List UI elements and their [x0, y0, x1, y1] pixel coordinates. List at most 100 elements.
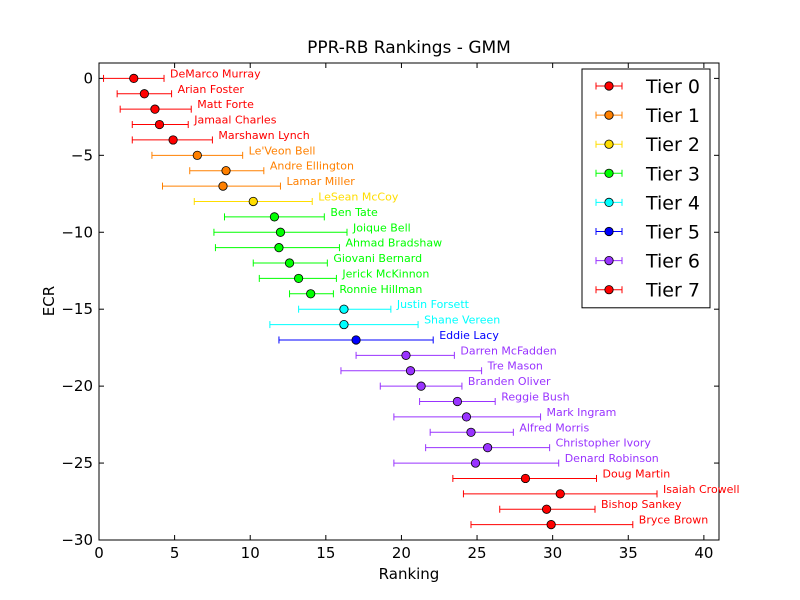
point-label: Denard Robinson — [565, 452, 659, 465]
point-label: Arian Foster — [178, 83, 245, 96]
point-label: Andre Ellington — [270, 160, 354, 173]
point-label: Bryce Brown — [639, 514, 708, 527]
data-point — [405, 366, 416, 376]
data-point — [129, 73, 139, 83]
data-point — [154, 119, 165, 130]
y-axis-label: ECR — [40, 286, 58, 316]
data-point — [555, 489, 565, 499]
y-tick-label: −25 — [61, 454, 93, 472]
x-tick-label: 15 — [316, 544, 335, 562]
legend-marker — [604, 139, 614, 149]
point-label: Marshawn Lynch — [218, 129, 309, 142]
point-label: Tre Mason — [487, 360, 543, 373]
y-tick-label: −5 — [71, 146, 93, 164]
y-tick-label: −15 — [61, 300, 93, 318]
point-label: Ahmad Bradshaw — [345, 237, 442, 250]
chart-title: PPR-RB Rankings - GMM — [307, 38, 511, 58]
point-label: Matt Forte — [197, 98, 254, 111]
point-label: Doug Martin — [603, 467, 671, 480]
point-label: Alfred Morris — [519, 421, 589, 434]
legend-label: Tier 6 — [645, 251, 700, 273]
point-label: Jamaal Charles — [193, 114, 276, 127]
y-tick-label: −30 — [61, 531, 93, 549]
data-point — [275, 227, 286, 237]
data-point — [339, 319, 349, 330]
point-label: Le'Veon Bell — [249, 144, 316, 157]
legend-label: Tier 2 — [645, 134, 700, 156]
point-label: Christopher Ivory — [556, 437, 652, 450]
point-label: Shane Vereen — [424, 314, 500, 327]
point-label: DeMarco Murray — [170, 67, 261, 80]
point-label: Mark Ingram — [547, 406, 617, 419]
data-point — [306, 289, 316, 299]
legend-marker — [604, 255, 614, 266]
plot-frame — [98, 62, 720, 541]
legend-label: Tier 3 — [645, 163, 700, 185]
y-tick-label: −20 — [61, 377, 93, 395]
legend: Tier 0 Tier 1 Tier 2 Tier 3 Tier 4 Tier 5 Tier… — [581, 68, 711, 309]
data-point — [192, 150, 202, 160]
x-tick-label: 30 — [543, 544, 562, 562]
legend-marker — [604, 81, 614, 91]
data-point — [452, 396, 462, 407]
data-point — [461, 412, 472, 422]
data-point — [168, 135, 178, 145]
legend-label: Tier 0 — [645, 76, 700, 98]
y-tick-label: −10 — [61, 223, 93, 241]
plot-area: 0 5 10 15 20 25 30 35 40 0 −5 −10 −15 −20 −25 −30 DeMarc… — [61, 62, 740, 562]
legend-marker — [604, 197, 614, 207]
point-label: Jerick McKinnon — [341, 267, 429, 280]
point-label: Ben Tate — [330, 206, 378, 219]
data-point — [416, 381, 426, 391]
point-label: Ronnie Hillman — [339, 283, 422, 296]
legend-label: Tier 5 — [645, 222, 700, 244]
x-tick-label: 35 — [619, 544, 638, 562]
data-point — [483, 443, 493, 453]
point-label: Lamar Miller — [286, 175, 355, 188]
data-point — [221, 166, 231, 176]
point-label: Giovani Bernard — [333, 252, 422, 265]
x-axis-label: Ranking — [379, 565, 440, 583]
data-point — [139, 89, 149, 99]
x-tick-label: 5 — [170, 544, 180, 562]
point-label: Darren McFadden — [460, 344, 556, 357]
x-tick-label: 25 — [468, 544, 487, 562]
data-point — [248, 196, 258, 207]
point-label: Justin Forsett — [396, 298, 470, 311]
data-point — [470, 458, 481, 468]
data-point — [284, 258, 295, 268]
data-point — [542, 504, 552, 514]
data-point — [401, 350, 411, 360]
point-label: Joique Bell — [352, 221, 411, 234]
legend-box — [581, 68, 711, 309]
legend-label: Tier 1 — [645, 105, 700, 127]
legend-label: Tier 7 — [645, 280, 700, 302]
data-point — [269, 212, 280, 222]
x-tick-label: 20 — [392, 544, 411, 562]
legend-marker — [604, 110, 614, 120]
point-label: LeSean McCoy — [318, 190, 399, 203]
data-point — [339, 304, 349, 314]
point-label: Isaiah Crowell — [663, 483, 740, 496]
x-tick-label: 0 — [94, 544, 104, 562]
point-label: Branden Oliver — [468, 375, 551, 388]
point-label: Eddie Lacy — [439, 329, 499, 342]
y-tick-label: 0 — [83, 69, 93, 87]
legend-marker — [604, 285, 614, 295]
data-point — [150, 104, 160, 114]
data-point — [520, 473, 531, 484]
x-tick-label: 10 — [241, 544, 260, 562]
point-label: Reggie Bush — [501, 391, 569, 404]
data-point — [218, 181, 228, 191]
legend-marker — [604, 226, 614, 237]
data-point — [466, 427, 476, 437]
data-point — [351, 335, 361, 345]
legend-marker — [604, 168, 614, 178]
legend-label: Tier 4 — [645, 192, 700, 214]
x-tick-label: 40 — [694, 544, 713, 562]
data-point — [274, 243, 284, 253]
point-label: Bishop Sankey — [601, 498, 682, 511]
data-point — [294, 273, 304, 284]
data-point — [546, 520, 556, 530]
